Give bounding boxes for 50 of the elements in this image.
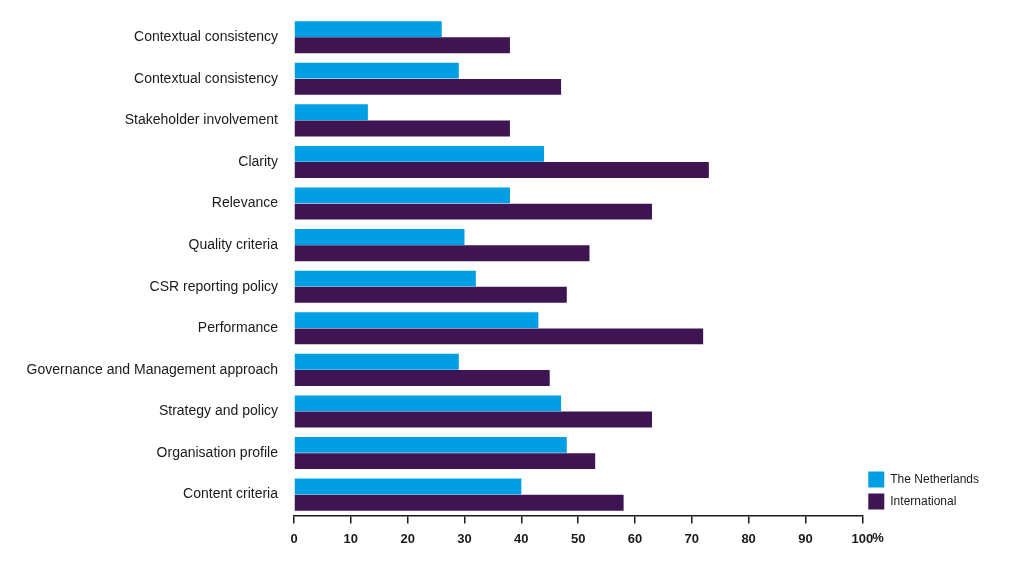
y-tick-label: Relevance <box>211 194 279 211</box>
x-tick-label: 80 <box>741 530 756 546</box>
x-tick-label: 10 <box>343 530 359 546</box>
bar <box>294 436 567 453</box>
bar <box>294 494 624 511</box>
y-tick-label: Strategy and policy <box>158 402 278 419</box>
bar <box>294 395 562 412</box>
bar <box>294 120 510 137</box>
x-tick-label: 40 <box>514 530 529 546</box>
bar <box>294 229 465 245</box>
bar <box>294 245 590 262</box>
bar <box>294 286 567 303</box>
bar <box>294 411 653 428</box>
legend-label: The Netherlands <box>890 471 979 486</box>
y-tick-label: Content criteria <box>183 485 279 502</box>
y-tick-label: Contextual consistency <box>134 69 278 86</box>
x-tick-label: 30 <box>457 530 472 546</box>
x-tick-label: 50 <box>570 530 586 546</box>
bar <box>294 187 510 204</box>
y-tick-label: Governance and Management approach <box>26 360 278 377</box>
bar <box>294 353 459 370</box>
y-tick-label: CSR reporting policy <box>149 277 278 294</box>
bar <box>294 478 522 495</box>
bar <box>294 203 653 220</box>
bar <box>294 312 539 329</box>
x-axis-title: % <box>872 529 885 545</box>
bar <box>294 62 459 79</box>
x-tick-label: 0 <box>290 530 298 546</box>
bar <box>294 328 704 345</box>
x-tick-label: 100 <box>851 530 874 546</box>
bar <box>294 37 510 54</box>
x-tick-label: 60 <box>627 530 643 546</box>
y-tick-label: Clarity <box>238 152 278 169</box>
bar <box>294 78 562 95</box>
bar <box>294 21 442 38</box>
bar <box>294 370 550 386</box>
y-tick-label: Organisation profile <box>156 443 279 460</box>
x-tick-label: 20 <box>400 530 415 546</box>
legend-label: International <box>890 493 957 508</box>
bar <box>294 145 545 162</box>
y-tick-label: Performance <box>197 319 279 336</box>
bar <box>294 162 709 178</box>
y-tick-label: Quality criteria <box>188 235 279 252</box>
bar <box>294 104 368 121</box>
y-tick-label: Contextual consistency <box>134 28 278 45</box>
y-tick-label: Stakeholder involvement <box>124 111 279 128</box>
bar <box>294 453 596 470</box>
x-tick-label: 70 <box>684 530 700 546</box>
bar <box>294 270 476 287</box>
x-tick-label: 90 <box>798 530 813 546</box>
